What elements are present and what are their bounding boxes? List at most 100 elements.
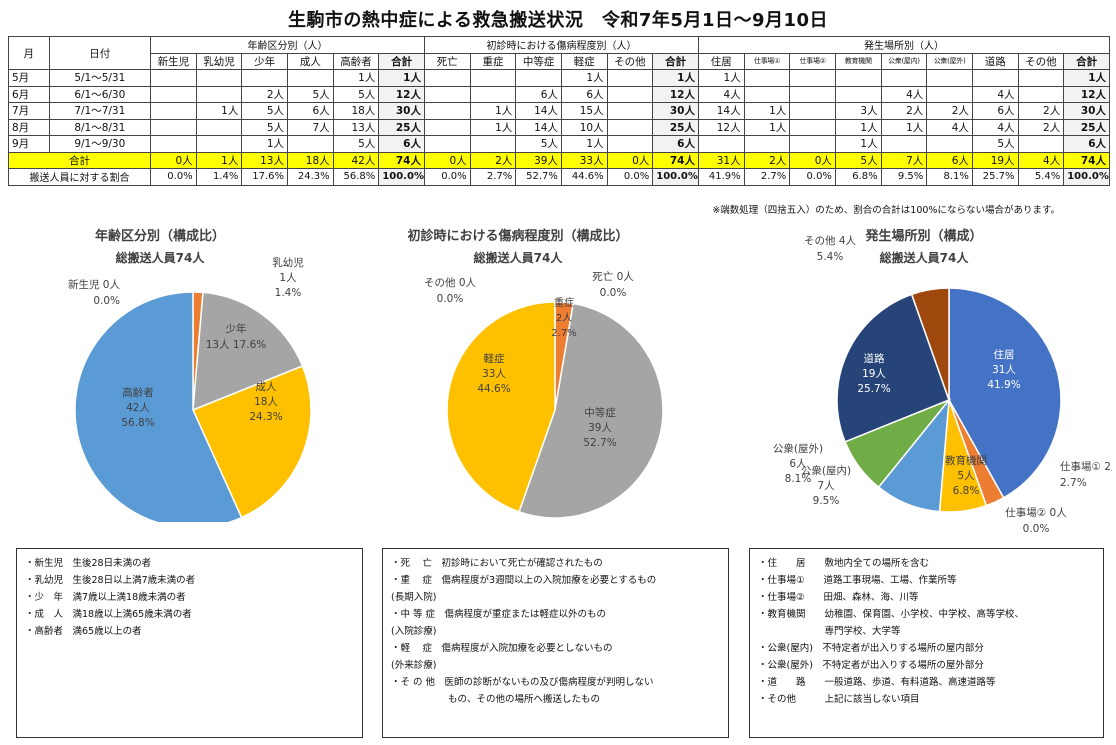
definition-row: ・その他 上記に該当しない項目: [758, 691, 1095, 708]
slice-label: 新生児 0人: [68, 278, 121, 291]
chart-title: 年齢区分別（構成比）: [95, 228, 225, 244]
definition-row: ・公衆(屋内) 不特定者が出入りする場所の屋内部分: [758, 640, 1095, 657]
table-cell: [606, 118, 654, 136]
definition-text: 敷地内全ての場所を含む: [824, 558, 930, 569]
table-cell: 1人: [834, 135, 882, 153]
definition-text: (外来診療): [391, 660, 437, 671]
total-cell: 19人: [971, 151, 1019, 169]
date-cell: 8/1～8/31: [48, 118, 152, 136]
definition-row: ・重 症 傷病程度が3週間以上の入院加療を必要とするもの: [391, 572, 720, 589]
slice-label: 公衆(屋外): [773, 442, 823, 455]
table-header-row: 月日付 年齢区分別（人） 初診時における傷病程度別（人） 発生場所別（人）: [8, 36, 1111, 70]
table-cell: [423, 85, 471, 103]
ratio-cell: 6.8%: [834, 168, 882, 186]
date-cell: 9/1～9/30: [48, 135, 152, 153]
table-cell: [1017, 135, 1065, 153]
definition-text: 満7歳以上満18歳未満の者: [72, 592, 186, 603]
table-cell: [697, 135, 745, 153]
chart-title: 初診時における傷病程度別（構成比）: [408, 228, 629, 244]
total-cell: 31人: [697, 151, 745, 169]
pie-slice: [910, 287, 950, 401]
month-cell: 7月: [8, 102, 50, 120]
table-cell: [287, 69, 334, 87]
column-group-header: 初診時における傷病程度別（人）: [423, 36, 699, 54]
table-row: 6月 6/1～6/30 2人 5人 5人 12人 6人 6人 12人 4人 4人 4人 12人: [8, 85, 1110, 103]
column-header: その他: [1017, 52, 1065, 70]
table-cell: [880, 69, 928, 87]
total-cell: 7人: [880, 151, 928, 169]
ratio-cell: 56.8%: [332, 168, 380, 186]
table-cell: [469, 85, 517, 103]
table-cell: 1人: [880, 118, 928, 136]
age-definitions-box: ・新生児 生後28日未満の者 ・乳幼児 生後28日以上満7歳未満の者 ・少 年 満7…: [16, 548, 363, 738]
definition-text: 生後28日以上満7歳未満の者: [72, 575, 196, 586]
table-cell: 30人: [652, 102, 699, 120]
pie-slice: [446, 301, 556, 513]
column-header: 重症: [469, 52, 517, 70]
table-cell: 6人: [1063, 135, 1110, 153]
table-cell: 1人: [743, 118, 791, 136]
slice-label: その他 0人: [424, 276, 477, 289]
table-cell: 4人: [697, 85, 745, 103]
slice-value: 13人 17.6%: [206, 339, 267, 351]
total-cell: 0人: [423, 151, 471, 169]
column-header: 仕事場②: [789, 52, 836, 70]
definition-row: ・少 年 満7歳以上満18歳未満の者: [25, 589, 354, 606]
ratio-cell: 0.0%: [423, 168, 471, 186]
slice-percent: 6.8%: [953, 485, 980, 497]
definition-row: もの、その他の場所へ搬送したもの: [391, 691, 720, 708]
total-cell: 2人: [743, 151, 791, 169]
definition-text: 満65歳以上の者: [72, 626, 142, 637]
chart-subtitle: 総搬送人員74人: [116, 250, 206, 265]
total-cell: 0人: [789, 151, 836, 169]
definition-text: 上記に該当しない項目: [824, 694, 920, 705]
table-cell: 1人: [469, 118, 517, 136]
table-cell: [150, 118, 197, 136]
table-cell: [789, 69, 836, 87]
date-cell: 6/1～6/30: [48, 85, 152, 103]
column-header: 成人: [287, 52, 334, 70]
table-cell: 1人: [378, 69, 425, 87]
table-cell: [606, 102, 654, 120]
severity-definitions-box: ・死 亡 初診時において死亡が確認されたもの ・重 症 傷病程度が3週間以上の入院…: [382, 548, 729, 738]
table-cell: 2人: [1017, 118, 1065, 136]
table-cell: [150, 85, 197, 103]
table-cell: [926, 135, 973, 153]
table-cell: [880, 135, 928, 153]
slice-percent: 56.8%: [121, 417, 154, 429]
chart-subtitle: 総搬送人員74人: [880, 250, 970, 265]
definition-text: 専門学校、大学等: [824, 626, 901, 637]
table-cell: 1人: [560, 135, 608, 153]
slice-value: 18人: [254, 396, 278, 408]
slice-percent: 41.9%: [987, 379, 1020, 391]
definition-term: ・道 路: [758, 677, 825, 688]
table-cell: 5人: [515, 135, 562, 153]
total-cell: 74人: [378, 151, 425, 169]
page-title: 生駒市の熱中症による救急搬送状況 令和7年5月1日～9月10日: [287, 10, 829, 31]
total-cell: 5人: [834, 151, 882, 169]
definition-text: 生後28日未満の者: [72, 558, 152, 569]
column-group-header: 発生場所別（人）: [697, 36, 1111, 54]
total-cell: 6人: [926, 151, 973, 169]
slice-percent: 0.0%: [437, 293, 464, 305]
definition-term: ・成 人: [25, 609, 73, 620]
table-cell: 1人: [1063, 69, 1110, 87]
table-cell: 30人: [1063, 102, 1110, 120]
ratio-cell: 100.0%: [1063, 168, 1110, 186]
month-cell: 5月: [8, 69, 50, 87]
table-cell: 25人: [378, 118, 425, 136]
column-header: 道路: [971, 52, 1019, 70]
slice-value: 1人: [279, 272, 297, 284]
definition-term: ・死 亡: [391, 558, 442, 569]
table-cell: [423, 102, 471, 120]
definition-text: (入院診療): [391, 626, 437, 637]
table-cell: 25人: [1063, 118, 1110, 136]
definition-text: 医師の診断がないもの及び傷病程度が判明しない: [444, 677, 654, 688]
table-cell: 4人: [971, 118, 1019, 136]
column-header: 合計: [378, 52, 425, 70]
table-cell: 6人: [560, 85, 608, 103]
table-cell: 1人: [652, 69, 699, 87]
table-row: 9月 9/1～9/30 1人 5人 6人 5人 1人 6人 1人 5人 6人: [8, 135, 1110, 153]
slice-label: 仕事場① 2人: [1060, 460, 1112, 473]
